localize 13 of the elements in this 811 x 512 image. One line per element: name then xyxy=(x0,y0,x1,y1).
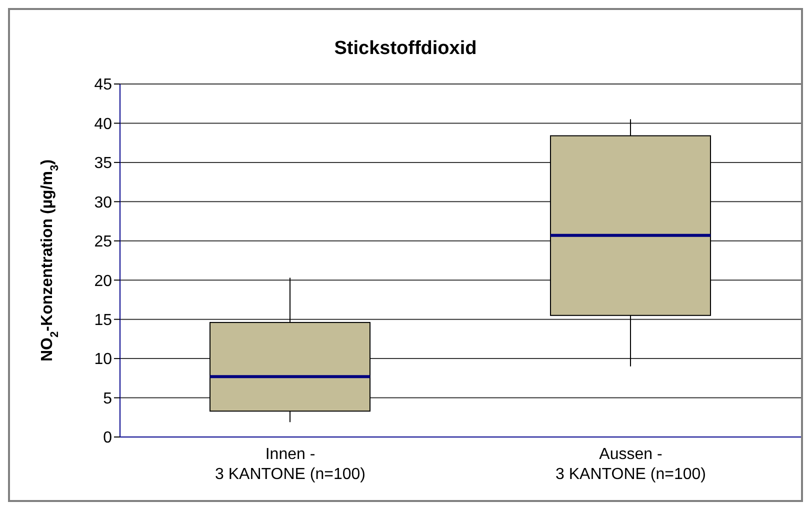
y-tick-label: 0 xyxy=(103,430,112,447)
y-tick-label: 40 xyxy=(94,116,112,133)
y-tick-label: 45 xyxy=(94,76,112,94)
x-tick-label: Aussen - 3 KANTONE (n=100) xyxy=(556,446,706,483)
x-tick-label: Innen - 3 KANTONE (n=100) xyxy=(215,446,366,483)
y-tick-label: 35 xyxy=(94,155,112,172)
y-tick-label: 5 xyxy=(103,390,112,408)
y-tick-label: 15 xyxy=(94,312,112,330)
y-tick-label: 20 xyxy=(94,272,112,290)
y-tick-label: 10 xyxy=(94,351,112,368)
y-tick-label: 30 xyxy=(94,194,112,212)
chart-title: Stickstoffdioxid xyxy=(333,38,478,61)
y-tick-label: 25 xyxy=(94,234,112,251)
